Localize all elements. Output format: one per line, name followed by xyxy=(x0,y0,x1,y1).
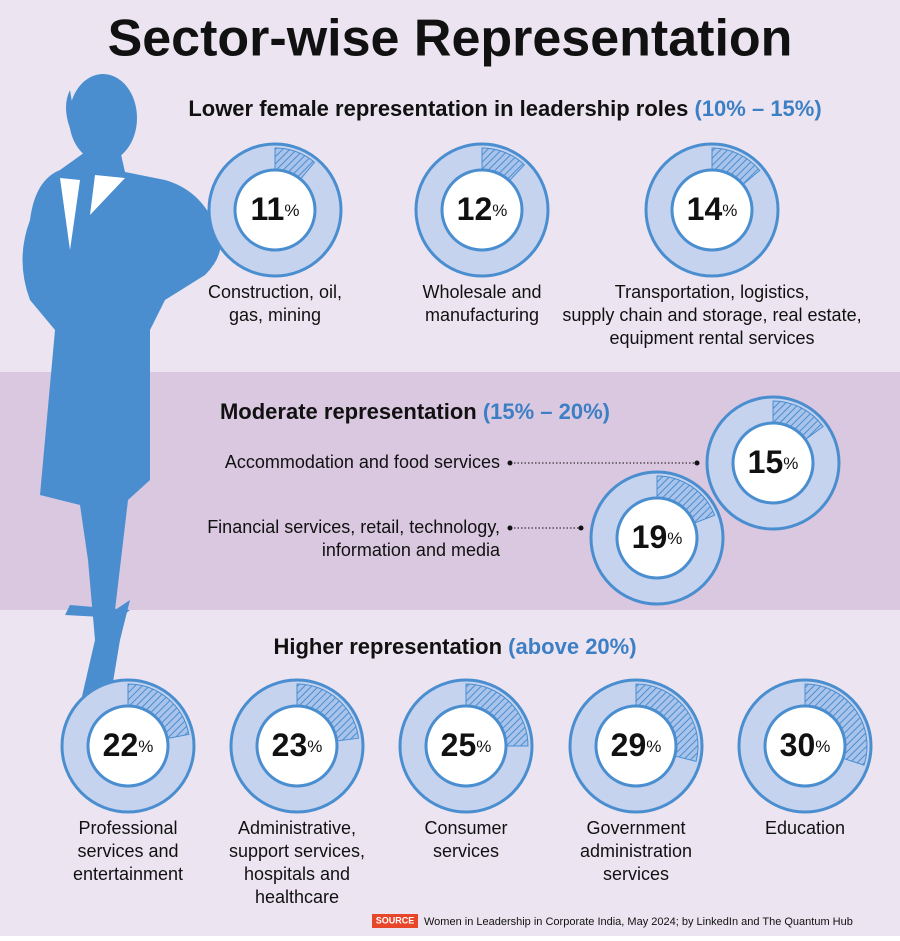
sector-label: entertainment xyxy=(73,864,183,884)
leader-dot xyxy=(507,460,513,466)
sector-label: Professional xyxy=(78,818,177,838)
section-heading: Moderate representation (15% – 20%) xyxy=(220,399,610,424)
sector-label: services xyxy=(433,841,499,861)
sector-label: equipment rental services xyxy=(609,328,814,348)
donut-center xyxy=(86,704,170,788)
sector-label: supply chain and storage, real estate, xyxy=(562,305,861,325)
value-number: 14 xyxy=(687,191,723,227)
donut-value: 25% xyxy=(441,727,492,763)
sector-label: gas, mining xyxy=(229,305,321,325)
value-percent: % xyxy=(815,737,830,756)
sector-label: Construction, oil, xyxy=(208,282,342,302)
donut-center xyxy=(731,421,815,505)
donut-center xyxy=(424,704,508,788)
value-percent: % xyxy=(667,529,682,548)
section-heading: Higher representation (above 20%) xyxy=(273,634,636,659)
donut-center xyxy=(440,168,524,252)
donut-center xyxy=(615,496,699,580)
value-number: 29 xyxy=(611,727,647,763)
donut-value: 19% xyxy=(632,519,683,555)
leader-dot xyxy=(694,460,700,466)
heading-text: Lower female representation in leadershi… xyxy=(188,96,688,121)
donut-center xyxy=(233,168,317,252)
value-percent: % xyxy=(138,737,153,756)
sector-label: Wholesale and xyxy=(422,282,541,302)
donut-center xyxy=(763,704,847,788)
sector-label: information and media xyxy=(322,540,501,560)
donut-value: 12% xyxy=(457,191,508,227)
sector-label: support services, xyxy=(229,841,365,861)
heading-text: Moderate representation xyxy=(220,399,477,424)
leader-dot xyxy=(578,525,584,531)
donut-value: 15% xyxy=(748,444,799,480)
donut-center xyxy=(594,704,678,788)
sector-label: Transportation, logistics, xyxy=(615,282,809,302)
sector-label: manufacturing xyxy=(425,305,539,325)
source-tag: SOURCE xyxy=(376,915,415,925)
value-number: 19 xyxy=(632,519,668,555)
sector-label: Financial services, retail, technology, xyxy=(207,517,500,537)
value-percent: % xyxy=(307,737,322,756)
value-percent: % xyxy=(783,454,798,473)
value-number: 15 xyxy=(748,444,784,480)
heading-range: (above 20%) xyxy=(508,634,636,659)
sector-label: services and xyxy=(77,841,178,861)
donut-value: 11% xyxy=(251,191,300,227)
source-tag-bg xyxy=(372,914,418,928)
donut-value: 30% xyxy=(780,727,831,763)
value-percent: % xyxy=(284,201,299,220)
title: Sector-wise Representation xyxy=(108,10,793,68)
sector-label: healthcare xyxy=(255,887,339,907)
donut-value: 22% xyxy=(103,727,154,763)
donut-value: 29% xyxy=(611,727,662,763)
value-number: 23 xyxy=(272,727,308,763)
donut-center xyxy=(670,168,754,252)
heading-range: (15% – 20%) xyxy=(483,399,610,424)
sector-label: services xyxy=(603,864,669,884)
donut-value: 14% xyxy=(687,191,738,227)
value-percent: % xyxy=(646,737,661,756)
value-percent: % xyxy=(476,737,491,756)
sector-label: Government xyxy=(586,818,685,838)
silhouette xyxy=(22,74,221,707)
value-number: 25 xyxy=(441,727,477,763)
sector-label: Administrative, xyxy=(238,818,356,838)
section-heading: Lower female representation in leadershi… xyxy=(188,96,821,121)
value-number: 30 xyxy=(780,727,816,763)
heading-range: (10% – 15%) xyxy=(695,96,822,121)
sector-label: hospitals and xyxy=(244,864,350,884)
value-number: 11 xyxy=(251,191,285,227)
leader-dot xyxy=(507,525,513,531)
sector-label: Education xyxy=(765,818,845,838)
value-percent: % xyxy=(722,201,737,220)
sector-label: Accommodation and food services xyxy=(225,452,500,472)
heading-text: Higher representation xyxy=(273,634,502,659)
donut-center xyxy=(255,704,339,788)
sector-label: administration xyxy=(580,841,692,861)
value-percent: % xyxy=(492,201,507,220)
value-number: 12 xyxy=(457,191,493,227)
collar xyxy=(60,175,125,250)
source-text: Women in Leadership in Corporate India, … xyxy=(424,916,853,928)
value-number: 22 xyxy=(103,727,139,763)
sector-label: Consumer xyxy=(424,818,507,838)
donut-value: 23% xyxy=(272,727,323,763)
